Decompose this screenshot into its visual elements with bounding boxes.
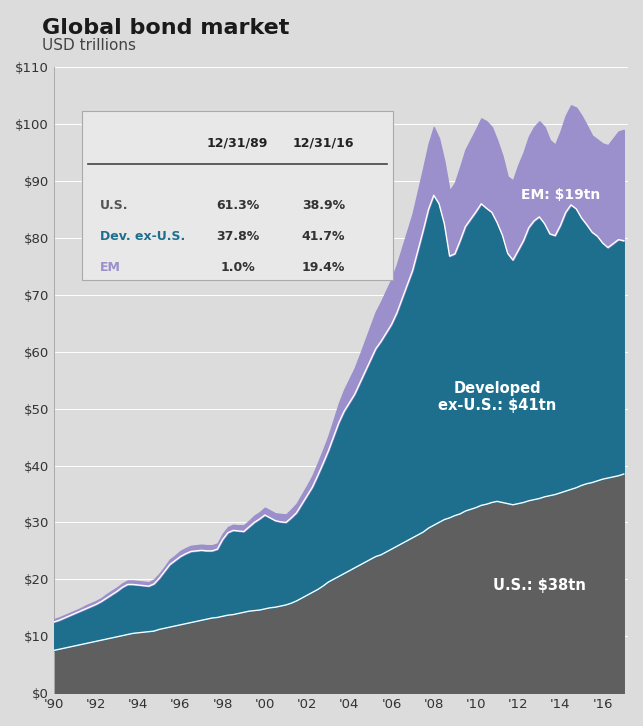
Text: 19.4%: 19.4%: [302, 261, 345, 274]
Text: 12/31/16: 12/31/16: [293, 136, 354, 149]
Text: 1.0%: 1.0%: [220, 261, 255, 274]
Text: Dev. ex-U.S.: Dev. ex-U.S.: [100, 230, 185, 243]
FancyBboxPatch shape: [82, 111, 393, 280]
Text: EM: EM: [100, 261, 120, 274]
Text: 37.8%: 37.8%: [216, 230, 259, 243]
Text: U.S.: U.S.: [100, 199, 128, 212]
Text: 12/31/89: 12/31/89: [207, 136, 268, 149]
Text: 61.3%: 61.3%: [216, 199, 259, 212]
Text: EM: $19tn: EM: $19tn: [521, 188, 600, 203]
Text: 41.7%: 41.7%: [302, 230, 345, 243]
Text: 38.9%: 38.9%: [302, 199, 345, 212]
Text: Global bond market: Global bond market: [42, 18, 289, 38]
Text: U.S.: $38tn: U.S.: $38tn: [493, 577, 586, 592]
Text: USD trillions: USD trillions: [42, 38, 136, 53]
Text: Developed
ex-U.S.: $41tn: Developed ex-U.S.: $41tn: [438, 381, 556, 413]
